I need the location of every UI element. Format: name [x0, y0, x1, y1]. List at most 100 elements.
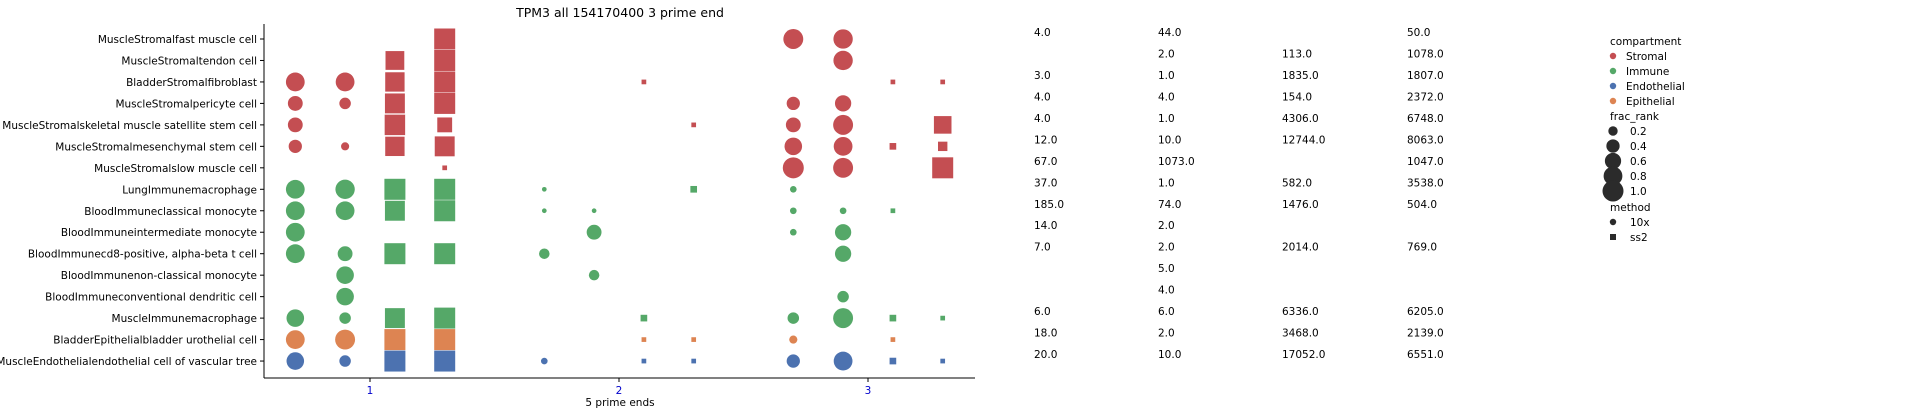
- table-cell: 582.0: [1282, 177, 1312, 189]
- square-marker: [384, 308, 405, 329]
- circle-marker: [833, 308, 854, 329]
- circle-marker: [285, 244, 305, 264]
- table-cell: 2.0: [1158, 328, 1175, 340]
- table-cell: 44.0: [1158, 27, 1181, 39]
- table-cell: 2372.0: [1407, 91, 1444, 103]
- table-cell: 10.0: [1158, 134, 1181, 146]
- circle-marker: [834, 224, 852, 241]
- table-cell: 6.0: [1034, 306, 1051, 318]
- table-cell: 1.0: [1158, 177, 1175, 189]
- circle-marker: [336, 266, 354, 284]
- circle-marker: [789, 185, 797, 193]
- table-cell: 1.0: [1158, 70, 1175, 82]
- legend-label: 0.8: [1630, 171, 1647, 183]
- circle-marker: [541, 186, 547, 192]
- square-marker: [889, 357, 897, 365]
- y-tick-label: MuscleImmunemacrophage: [112, 313, 257, 325]
- circle-marker: [782, 157, 804, 179]
- circle-marker: [591, 208, 597, 214]
- y-tick-labels: MuscleStromalfast muscle cell MuscleStrom…: [0, 34, 264, 368]
- square-marker: [889, 314, 897, 322]
- square-marker: [434, 243, 456, 265]
- table-cell: 6336.0: [1282, 306, 1319, 318]
- circle-marker: [339, 97, 351, 110]
- circle-marker: [786, 354, 800, 368]
- table-cell: 4306.0: [1282, 113, 1319, 125]
- table-cell: 10.0: [1158, 349, 1181, 361]
- table-cell: 3468.0: [1282, 328, 1319, 340]
- legend-size-marker: [1604, 152, 1622, 170]
- table-cell: 12744.0: [1282, 134, 1325, 146]
- table-cell: 769.0: [1407, 242, 1437, 254]
- circle-marker: [789, 228, 797, 236]
- y-tick-label: MuscleEndothelialendothelial cell of vas…: [0, 356, 257, 368]
- table-cell: 67.0: [1034, 156, 1057, 168]
- value-table: 4.0 44.0 50.0 2.0 113.0 1078.0 3.0 1.0 1835.0 180…: [1034, 27, 1444, 361]
- square-marker: [691, 337, 697, 342]
- square-marker: [385, 136, 405, 157]
- y-tick-label: MuscleStromaltendon cell: [121, 55, 257, 67]
- square-marker: [434, 307, 456, 329]
- square-marker: [434, 28, 456, 50]
- x-axis-label: 5 prime ends: [585, 397, 654, 409]
- table-cell: 50.0: [1407, 27, 1430, 39]
- circle-marker: [833, 136, 853, 156]
- table-cell: 1835.0: [1282, 70, 1319, 82]
- legend-marker-epithelial: [1609, 97, 1617, 105]
- y-tick-label: BladderStromalfibroblast: [126, 77, 257, 89]
- y-tick-label: BloodImmunenon-classical monocyte: [61, 270, 257, 282]
- y-tick-label: BloodImmuneconventional dendritic cell: [45, 292, 257, 304]
- table-cell: 6.0: [1158, 306, 1175, 318]
- circle-marker: [833, 114, 854, 135]
- square-marker: [933, 116, 952, 134]
- table-cell: 12.0: [1034, 134, 1057, 146]
- y-tick-label: BloodImmuneintermediate monocyte: [61, 227, 257, 239]
- circle-marker: [335, 329, 356, 350]
- y-tick-label: MuscleStromalslow muscle cell: [94, 163, 257, 175]
- circle-marker: [833, 351, 853, 371]
- circle-marker: [834, 95, 852, 112]
- circle-marker: [588, 269, 600, 281]
- table-cell: 2.0: [1158, 220, 1175, 232]
- circle-marker: [833, 29, 853, 49]
- table-cell: 6748.0: [1407, 113, 1444, 125]
- circle-marker: [541, 208, 547, 214]
- table-cell: 1073.0: [1158, 156, 1195, 168]
- circle-marker: [839, 207, 847, 215]
- square-marker: [384, 243, 406, 265]
- circle-marker: [786, 96, 800, 111]
- table-cell: 1476.0: [1282, 199, 1319, 211]
- circle-marker: [287, 95, 303, 111]
- legend-label: ss2: [1630, 232, 1648, 244]
- table-cell: 37.0: [1034, 177, 1057, 189]
- y-tick-label: MuscleStromalpericyte cell: [115, 98, 257, 110]
- legend-label: Stromal: [1626, 51, 1667, 63]
- circle-marker: [341, 142, 350, 151]
- plot-marks: [285, 28, 954, 372]
- table-cell: 6205.0: [1407, 306, 1444, 318]
- table-cell: 2.0: [1158, 242, 1175, 254]
- square-marker: [932, 157, 954, 179]
- legend-label: Endothelial: [1626, 81, 1685, 93]
- table-cell: 1.0: [1158, 113, 1175, 125]
- legend-circle-marker: [1609, 218, 1617, 226]
- square-marker: [384, 329, 406, 351]
- table-cell: 4.0: [1034, 27, 1051, 39]
- circle-marker: [285, 222, 305, 242]
- circle-marker: [834, 245, 852, 262]
- legend-frac-rank-title: frac_rank: [1610, 111, 1660, 123]
- circle-marker: [787, 312, 800, 324]
- square-marker: [442, 165, 448, 171]
- square-marker: [641, 358, 647, 364]
- circle-marker: [337, 246, 353, 262]
- legend-size-marker: [1603, 166, 1623, 186]
- legend-size-marker: [1606, 139, 1620, 153]
- table-cell: 3.0: [1034, 70, 1051, 82]
- table-cell: 14.0: [1034, 220, 1057, 232]
- table-cell: 4.0: [1034, 91, 1051, 103]
- circle-marker: [286, 309, 305, 327]
- x-ticks: 1 2 3: [367, 378, 871, 397]
- square-marker: [384, 178, 406, 200]
- square-marker: [940, 79, 946, 85]
- circle-marker: [285, 330, 305, 349]
